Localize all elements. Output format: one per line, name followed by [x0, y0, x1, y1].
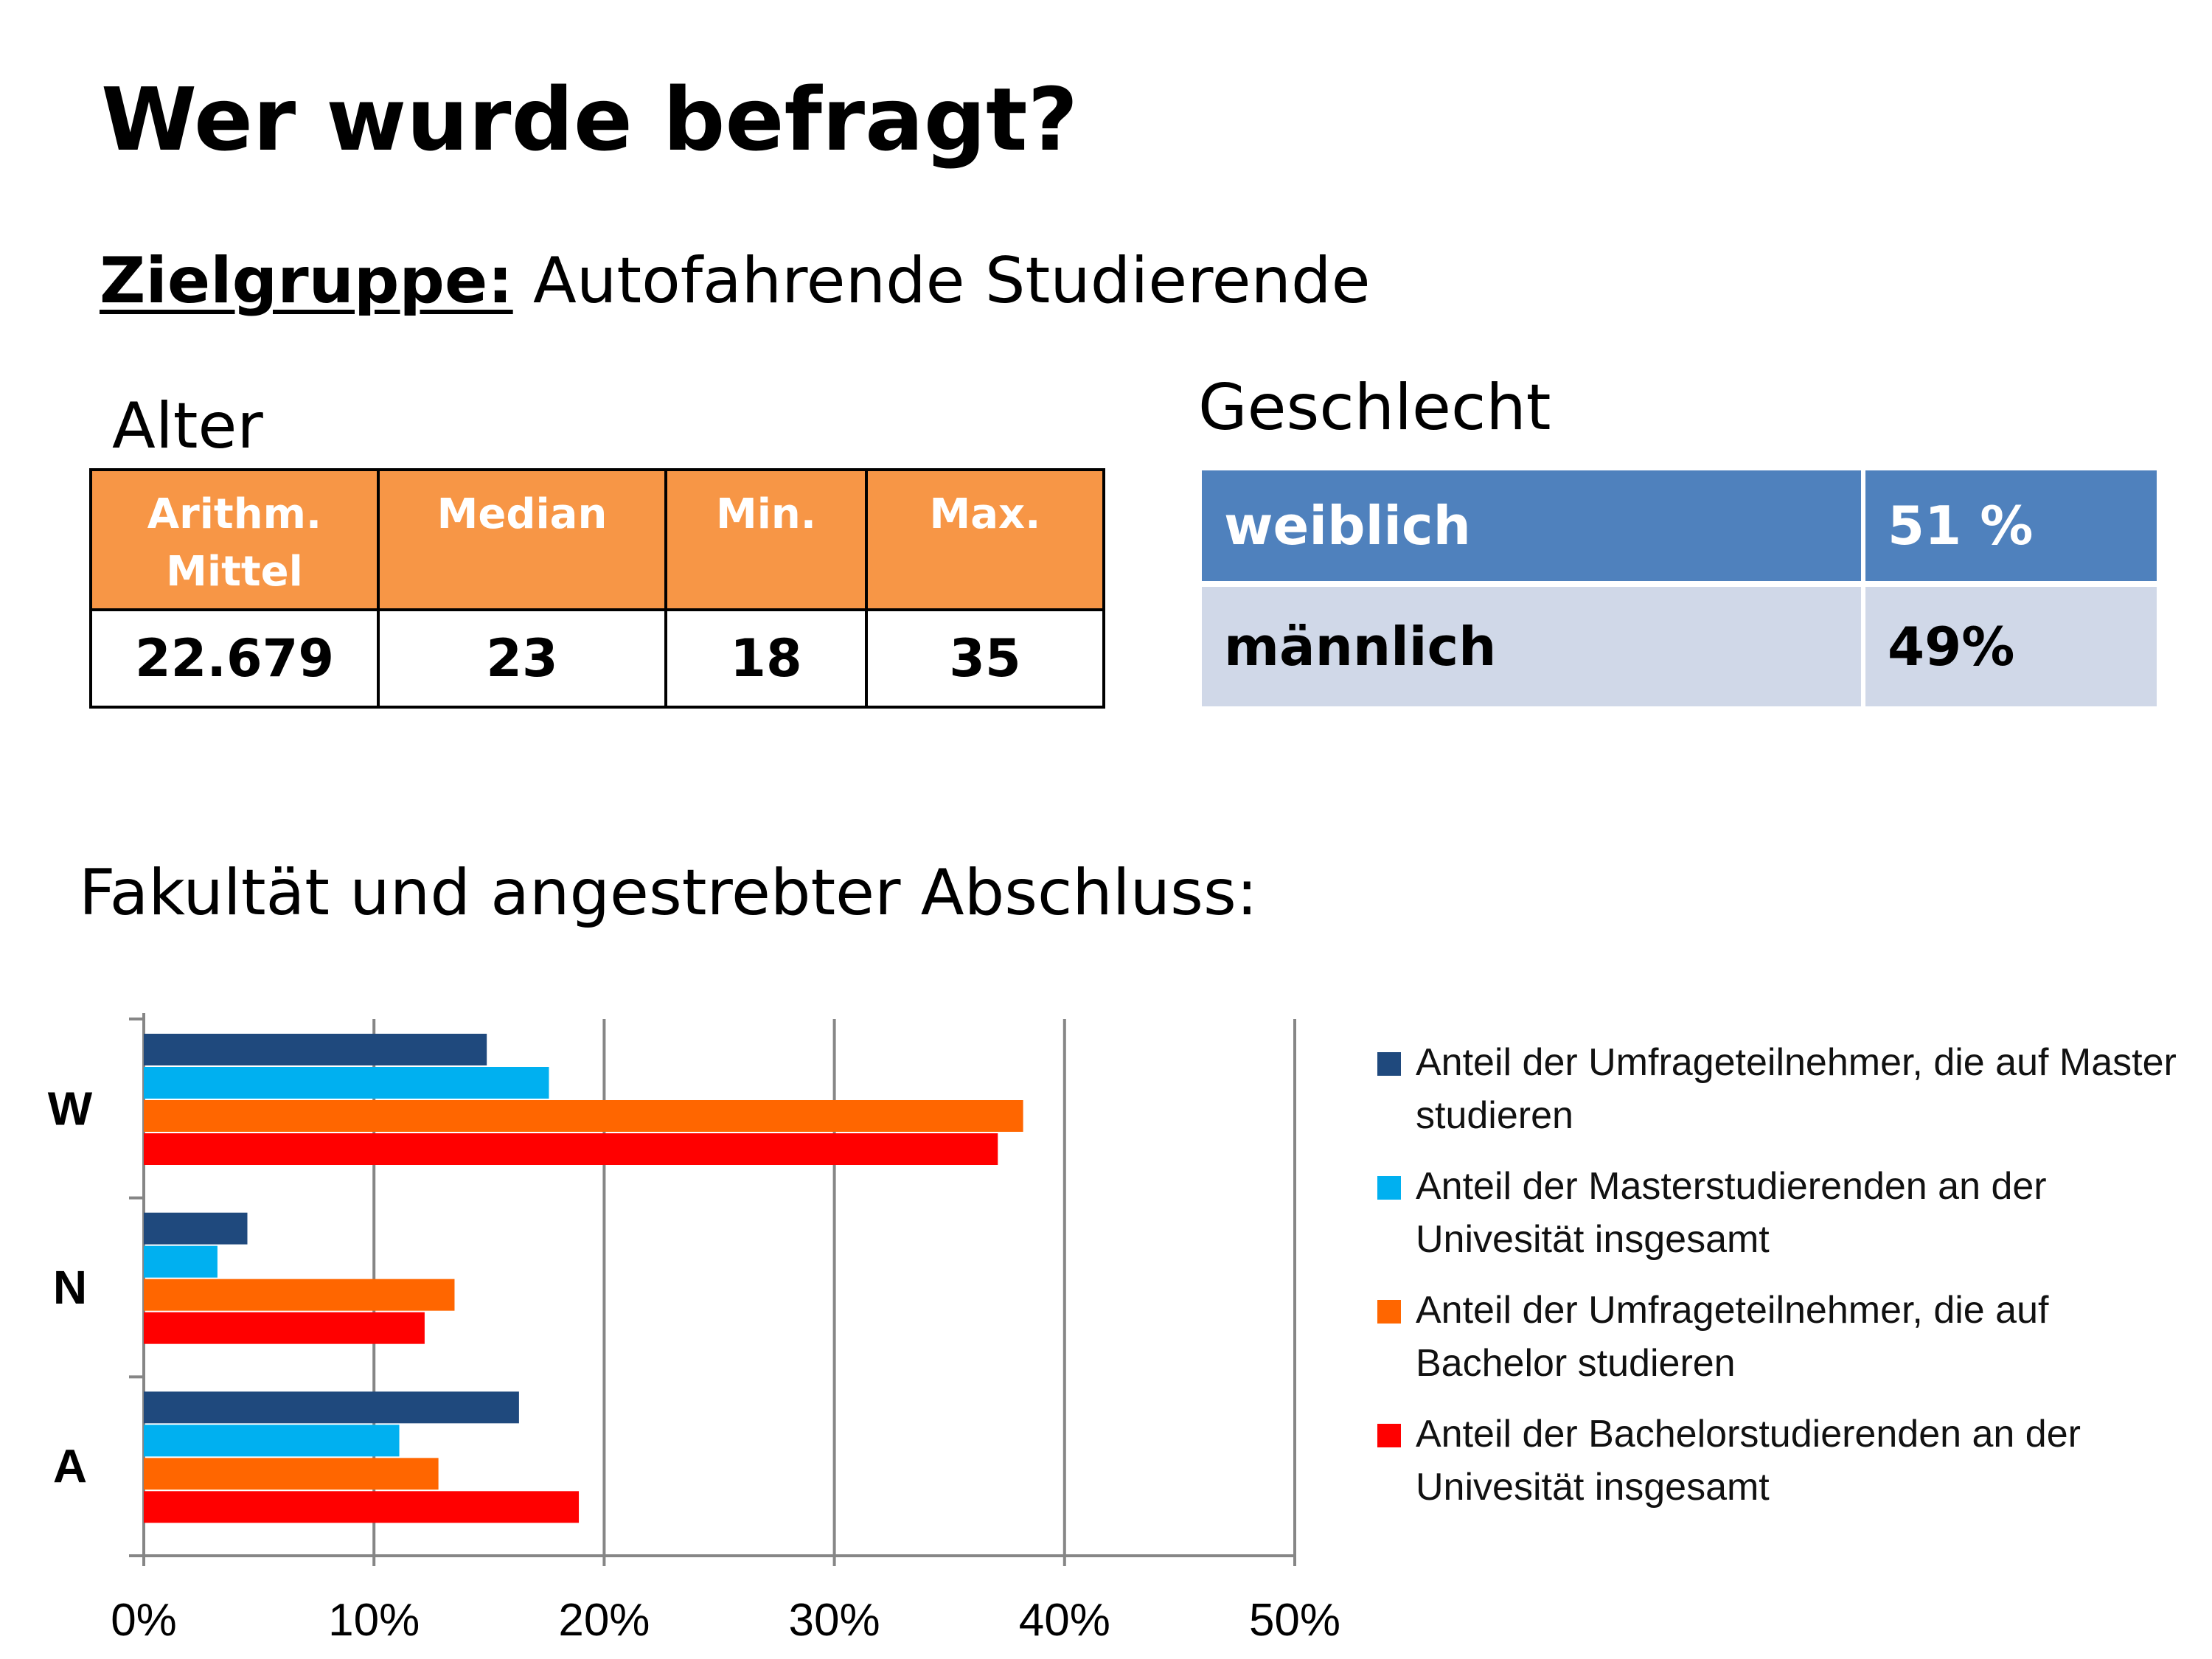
page-title: Wer wurde befragt?	[101, 69, 1079, 170]
chart-legend: Anteil der Umfrageteilnehmer, die auf Ma…	[1377, 1036, 2188, 1531]
faculty-bar-chart: 0% 10% 20% 30% 40% 50% W N A	[48, 1013, 1340, 1646]
age-header-min: Min.	[664, 468, 868, 611]
age-table-value-row: 22.679 23 18 35	[89, 608, 1105, 709]
bar	[144, 1312, 425, 1344]
x-tick-label: 10%	[328, 1595, 420, 1646]
legend-item: Anteil der Umfrageteilnehmer, die auf Ma…	[1377, 1036, 2188, 1142]
age-header-mean: Arithm. Mittel	[89, 468, 380, 611]
legend-swatch	[1377, 1176, 1401, 1200]
age-header-max: Max.	[865, 468, 1105, 611]
legend-label: Anteil der Masterstudierenden an der Uni…	[1416, 1165, 2047, 1261]
target-group-label: Zielgruppe:	[100, 244, 513, 318]
gender-value-male: 49%	[1865, 587, 2157, 706]
bar	[144, 1067, 549, 1099]
legend-swatch	[1377, 1052, 1401, 1076]
gender-label-female: weiblich	[1202, 470, 1865, 587]
legend-item: Anteil der Umfrageteilnehmer, die auf Ba…	[1377, 1284, 2188, 1390]
age-header-median: Median	[377, 468, 667, 611]
bar	[144, 1279, 455, 1311]
gender-row-male: männlich 49%	[1202, 587, 2157, 706]
age-value-max: 35	[865, 608, 1105, 709]
gender-value-female: 51 %	[1865, 470, 2157, 587]
target-group: Zielgruppe: Autofahrende Studierende	[100, 243, 1371, 319]
legend-label: Anteil der Umfrageteilnehmer, die auf Ba…	[1416, 1289, 2049, 1385]
bar	[144, 1100, 1023, 1132]
gender-table: weiblich 51 % männlich 49%	[1202, 470, 2157, 706]
x-tick-label: 20%	[558, 1595, 650, 1646]
bar	[144, 1491, 580, 1523]
target-group-value: Autofahrende Studierende	[533, 244, 1371, 318]
legend-swatch	[1377, 1300, 1401, 1324]
age-value-median: 23	[377, 608, 667, 709]
legend-item: Anteil der Masterstudierenden an der Uni…	[1377, 1160, 2188, 1266]
x-tick-label: 0%	[111, 1595, 177, 1646]
gender-label-male: männlich	[1202, 587, 1865, 706]
bar	[144, 1133, 998, 1165]
x-tick-label: 40%	[1019, 1595, 1110, 1646]
bar	[144, 1391, 519, 1424]
category-label: W	[48, 1082, 93, 1135]
x-tick-label: 30%	[789, 1595, 880, 1646]
legend-label: Anteil der Bachelorstudierenden an der U…	[1416, 1413, 2081, 1509]
faculty-heading: Fakultät und angestrebter Abschluss:	[79, 856, 1258, 930]
age-table: Arithm. Mittel Median Min. Max. 22.679 2…	[89, 468, 1105, 709]
gender-heading: Geschlecht	[1198, 371, 1551, 445]
legend-swatch	[1377, 1424, 1401, 1447]
category-label: N	[53, 1261, 87, 1314]
age-table-header-row: Arithm. Mittel Median Min. Max.	[89, 468, 1105, 611]
legend-item: Anteil der Bachelorstudierenden an der U…	[1377, 1408, 2188, 1514]
age-value-mean: 22.679	[89, 608, 380, 709]
x-tick-label: 50%	[1249, 1595, 1340, 1646]
legend-label: Anteil der Umfrageteilnehmer, die auf Ma…	[1416, 1041, 2177, 1137]
age-value-min: 18	[664, 608, 868, 709]
category-label: A	[53, 1440, 87, 1493]
bar	[144, 1245, 218, 1278]
gender-row-female: weiblich 51 %	[1202, 470, 2157, 587]
age-heading: Alter	[112, 389, 263, 463]
bar	[144, 1425, 400, 1457]
bar	[144, 1458, 439, 1490]
bar	[144, 1212, 248, 1245]
bar	[144, 1034, 487, 1065]
